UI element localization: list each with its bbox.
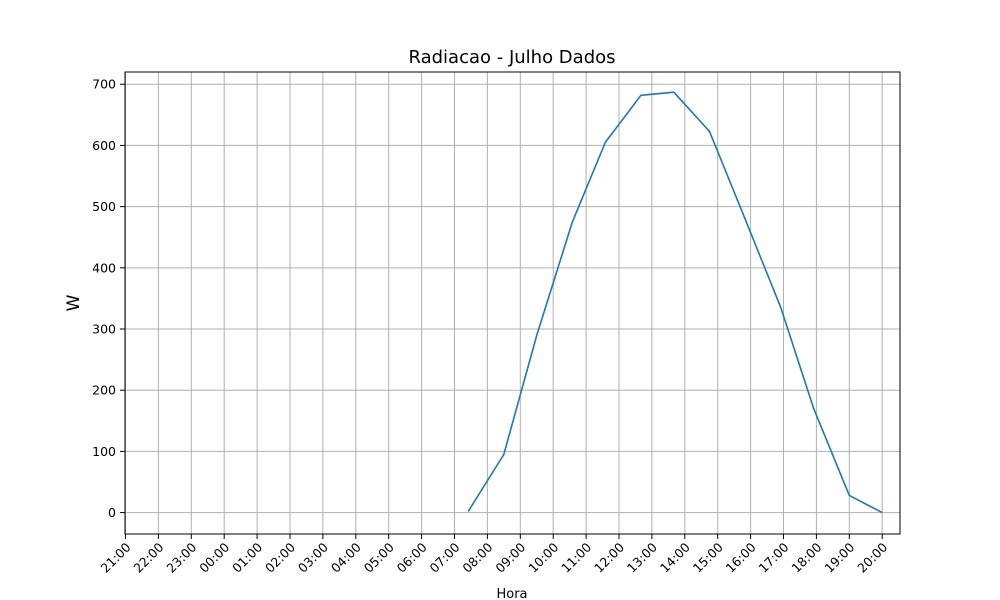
x-tick-label: 23:00	[163, 539, 199, 575]
x-tick-label: 06:00	[394, 539, 430, 575]
x-tick-label: 19:00	[821, 539, 857, 575]
x-tick-label: 11:00	[558, 539, 594, 575]
x-tick-label: 05:00	[361, 539, 397, 575]
x-tick-label: 01:00	[229, 539, 265, 575]
x-tick-label: 10:00	[525, 539, 561, 575]
x-tick-label: 12:00	[591, 539, 627, 575]
x-tick-label: 22:00	[130, 539, 166, 575]
series-line	[467, 91, 883, 514]
y-tick-label: 100	[92, 444, 116, 459]
x-tick-label: 21:00	[98, 539, 134, 575]
x-tick-label: 00:00	[196, 539, 232, 575]
x-tick-label: 03:00	[295, 539, 331, 575]
x-axis-label: Hora	[496, 587, 527, 600]
y-tick-label: 500	[92, 199, 116, 214]
y-tick-label: 700	[92, 77, 116, 92]
x-tick-label: 17:00	[756, 539, 792, 575]
x-tick-label: 14:00	[657, 539, 693, 575]
x-tick-label: 04:00	[328, 539, 364, 575]
y-axis: 0 100 200 300 400 500 600 700	[92, 77, 125, 520]
x-tick-label: 08:00	[459, 539, 495, 575]
y-tick-label: 0	[108, 505, 116, 520]
series-layer	[467, 91, 883, 514]
grid	[125, 72, 900, 534]
y-tick-label: 600	[92, 138, 116, 153]
x-axis: 21:0022:0023:0000:0001:0002:0003:0004:00…	[98, 534, 890, 576]
x-tick-label: 02:00	[262, 539, 298, 575]
y-tick-label: 400	[92, 260, 116, 275]
x-tick-label: 07:00	[427, 539, 463, 575]
plot-frame	[124, 71, 901, 535]
x-tick-label: 15:00	[690, 539, 726, 575]
x-tick-label: 09:00	[492, 539, 528, 575]
y-axis-label: W	[64, 294, 84, 311]
y-tick-label: 300	[92, 322, 116, 337]
x-tick-label: 16:00	[723, 539, 759, 575]
y-tick-label: 200	[92, 383, 116, 398]
chart-title: Radiacao - Julho Dados	[408, 47, 615, 68]
x-tick-label: 18:00	[788, 539, 824, 575]
x-tick-label: 20:00	[854, 539, 890, 575]
x-tick-label: 13:00	[624, 539, 660, 575]
